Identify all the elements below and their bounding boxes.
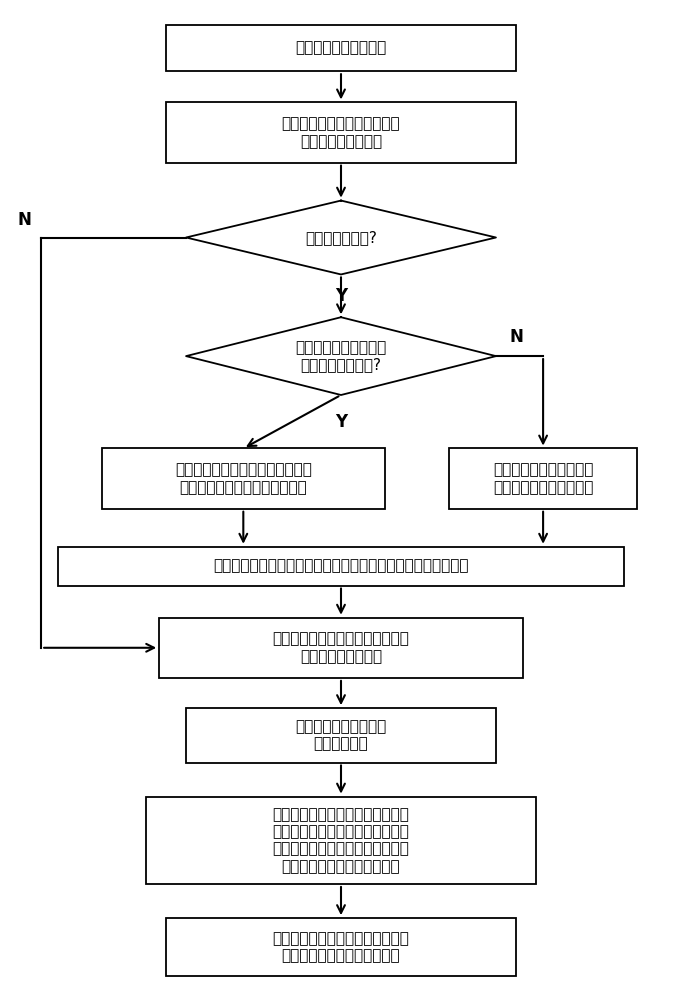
Text: Y: Y xyxy=(335,287,347,305)
Text: Y: Y xyxy=(335,413,347,431)
Text: 将所创建文件作为内嵌文件存储到
元数据服务器的文件元数据区域: 将所创建文件作为内嵌文件存储到 元数据服务器的文件元数据区域 xyxy=(175,462,312,495)
Text: 将所创建文件作为普通文
件存储到对象存储服务器: 将所创建文件作为普通文 件存储到对象存储服务器 xyxy=(493,462,593,495)
Bar xyxy=(186,708,496,762)
Bar xyxy=(102,448,385,509)
Text: 类型为创建文件?: 类型为创建文件? xyxy=(305,230,377,245)
Text: 当客户端有权限读写操作时，根据
文件元数据信息中的存储位置由元
数据服务器或对象存储服务器响应
用户访问请求并返回执行结果: 当客户端有权限读写操作时，根据 文件元数据信息中的存储位置由元 数据服务器或对象… xyxy=(273,807,409,874)
Bar xyxy=(146,797,536,884)
Bar xyxy=(166,102,516,163)
Bar xyxy=(166,918,516,976)
Text: 客户端向元数据服务器同步目标文
件的文件元数据信息: 客户端向元数据服务器同步目标文 件的文件元数据信息 xyxy=(273,632,409,664)
Text: 所创建文件的大小小于
内嵌文件大小阈值?: 所创建文件的大小小于 内嵌文件大小阈值? xyxy=(295,340,387,372)
Bar xyxy=(58,547,624,586)
Text: N: N xyxy=(509,328,523,346)
Bar xyxy=(166,25,516,71)
Text: 当客户端的进程关闭文件后，关闭
向客户端提供的文件读写权限: 当客户端的进程关闭文件后，关闭 向客户端提供的文件读写权限 xyxy=(273,931,409,963)
Text: 通过分布式文件系统的客户端
接收用户请求的类型: 通过分布式文件系统的客户端 接收用户请求的类型 xyxy=(282,116,400,149)
Bar xyxy=(159,618,523,678)
Text: N: N xyxy=(18,211,31,229)
Text: 元数据服务器为客户端
分配读写权限: 元数据服务器为客户端 分配读写权限 xyxy=(295,719,387,751)
Text: 元数据服务器记录所创建文件的文件元数据信息并返回给客户端: 元数据服务器记录所创建文件的文件元数据信息并返回给客户端 xyxy=(213,559,469,574)
Bar xyxy=(449,448,638,509)
Text: 设置内嵌文件大小阈值: 设置内嵌文件大小阈值 xyxy=(295,40,387,55)
